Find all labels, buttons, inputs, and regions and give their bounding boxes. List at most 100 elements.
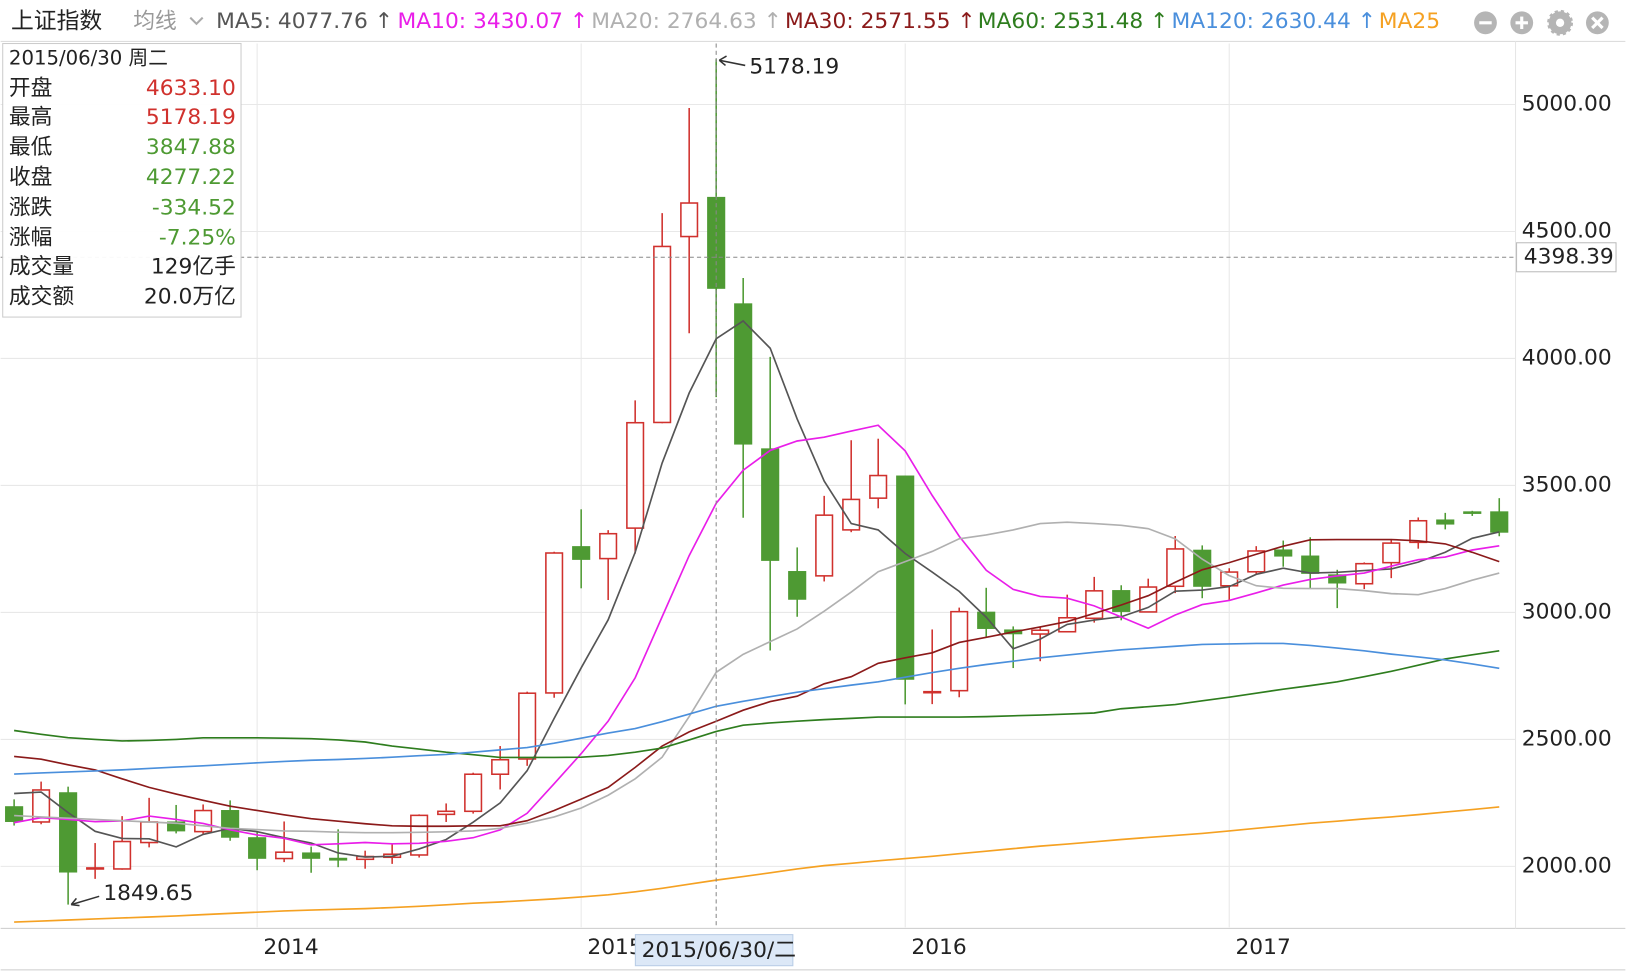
indicator-select[interactable]: 均线 xyxy=(133,9,177,34)
candle-body xyxy=(680,202,699,238)
annotation-arrowhead xyxy=(70,897,80,907)
candle-body xyxy=(869,474,888,499)
x-tick-label: 2016 xyxy=(911,935,966,960)
candle-body xyxy=(518,692,537,760)
candle-body xyxy=(1274,549,1293,557)
candle-body xyxy=(1166,548,1185,588)
legend-entry: MA10: 3430.07 ↑ xyxy=(397,9,588,34)
ma-line xyxy=(14,642,1500,775)
candle-body xyxy=(734,303,753,445)
candle-body xyxy=(410,814,429,856)
max-label: 5178.19 xyxy=(749,55,839,80)
close-button[interactable] xyxy=(1585,11,1609,35)
candle-body xyxy=(275,851,294,860)
zoom-out-button[interactable] xyxy=(1474,11,1497,35)
candle-body xyxy=(86,867,105,870)
y-tick-label: 5000.00 xyxy=(1522,91,1612,116)
info-value: 5178.19 xyxy=(146,105,236,130)
candle-body xyxy=(977,611,996,629)
y-tick-label: 4500.00 xyxy=(1522,218,1612,243)
candle-body xyxy=(59,792,78,873)
candle-body xyxy=(167,821,186,832)
candle-body xyxy=(329,857,348,861)
info-value: 129亿手 xyxy=(151,254,236,279)
info-value: 3847.88 xyxy=(146,135,236,160)
plot-area xyxy=(0,43,1516,928)
index-title: 上证指数 xyxy=(11,8,102,34)
candle-body xyxy=(572,546,591,560)
candle-body xyxy=(1490,511,1509,533)
legend-entry: MA120: 2630.44 ↑ xyxy=(1172,9,1376,34)
ma-line xyxy=(13,424,1500,846)
settings-button[interactable] xyxy=(1547,9,1574,36)
crosshair-x-label: 2015/06/30/二 xyxy=(642,938,796,963)
x-tick-label: 2017 xyxy=(1235,935,1290,960)
info-date: 2015/06/30 周二 xyxy=(9,47,168,70)
annotation-arrow xyxy=(71,895,100,906)
ma-line xyxy=(14,806,1500,923)
candle-body xyxy=(626,421,645,529)
info-label: 开盘 xyxy=(9,76,52,101)
candle-body xyxy=(1301,555,1320,574)
dropdown-chevron[interactable] xyxy=(189,16,204,26)
candle-body xyxy=(491,758,510,775)
info-value: 4277.22 xyxy=(146,165,236,190)
candle-body xyxy=(788,571,807,600)
y-tick-label: 4000.00 xyxy=(1522,345,1612,370)
candle-body xyxy=(545,552,564,694)
ma-line xyxy=(14,319,1500,858)
legend-entry: MA60: 2531.48 ↑ xyxy=(978,9,1169,34)
candle-body xyxy=(248,837,267,859)
info-label: 收盘 xyxy=(9,165,52,190)
candle-body xyxy=(923,690,942,694)
candle-body xyxy=(950,610,969,692)
crosshair-y-box xyxy=(1516,242,1617,273)
annotation-arrowhead xyxy=(718,55,727,67)
candle-body xyxy=(5,806,24,822)
candle-body xyxy=(599,532,618,560)
candle-body xyxy=(1382,542,1401,564)
ma-line xyxy=(13,649,1500,759)
legend-entry: MA5: 4077.76 ↑ xyxy=(216,9,393,34)
candle-body xyxy=(1409,519,1428,544)
candle-body xyxy=(437,810,456,816)
info-label: 涨幅 xyxy=(9,225,52,250)
candle-body xyxy=(1463,511,1482,514)
legend-entry: MA25 xyxy=(1379,9,1440,34)
candle-body xyxy=(1031,629,1050,635)
info-label: 成交额 xyxy=(9,284,74,309)
info-value: -334.52 xyxy=(152,195,236,220)
candle-body xyxy=(896,475,915,680)
candle-body xyxy=(842,498,861,531)
candle-body xyxy=(221,810,240,838)
info-label: 最高 xyxy=(9,105,52,130)
candle-body xyxy=(464,773,483,813)
info-value: 20.0万亿 xyxy=(144,284,236,309)
zoom-in-button[interactable] xyxy=(1510,11,1534,35)
candle-body xyxy=(1436,519,1455,525)
legend-entry: MA20: 2764.63 ↑ xyxy=(591,9,782,34)
info-value: -7.25% xyxy=(159,225,236,250)
info-label: 成交量 xyxy=(9,254,74,279)
candle-body xyxy=(815,514,834,577)
annotation-arrow xyxy=(719,59,746,67)
y-tick-label: 2500.00 xyxy=(1522,726,1612,751)
info-label: 最低 xyxy=(9,135,53,160)
x-tick-label: 2015 xyxy=(587,935,642,960)
candle-body xyxy=(302,852,321,859)
info-panel: 2015/06/30 周二 开盘 4633.10 最高 5178.19 最低 3… xyxy=(2,43,242,318)
candle-body xyxy=(194,809,213,833)
crosshair-x-box xyxy=(634,934,794,967)
ma-line xyxy=(14,521,1500,834)
y-tick-label: 2000.00 xyxy=(1522,853,1612,878)
candle-body xyxy=(32,789,51,823)
candle-body xyxy=(761,448,780,561)
ma-line xyxy=(14,538,1500,828)
legend: MA5: 4077.76 ↑ MA10: 3430.07 ↑ MA20: 2764.… xyxy=(216,9,1440,34)
info-value: 4633.10 xyxy=(146,76,236,101)
candle-body xyxy=(653,245,672,424)
crosshair-y-label: 4398.39 xyxy=(1524,244,1614,269)
